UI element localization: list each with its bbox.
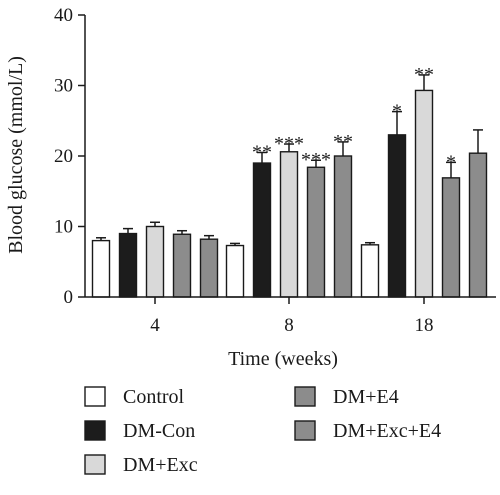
- significance-label: **: [252, 141, 272, 163]
- significance-label: *: [392, 101, 402, 123]
- bar: [441, 177, 461, 298]
- legend: Control DM-Con DM+Exc DM+E4 DM+Exc+E4: [84, 386, 441, 476]
- bar: [414, 89, 434, 298]
- legend-swatch: [294, 420, 316, 441]
- bar: [252, 162, 272, 298]
- bar: [145, 225, 165, 298]
- legend-label: DM+E4: [333, 386, 399, 408]
- y-tick-label: 40: [54, 5, 73, 26]
- y-tick-label: 30: [54, 76, 73, 97]
- legend-label: DM+Exc+E4: [333, 420, 441, 442]
- y-tick-label: 10: [54, 217, 73, 238]
- bar: [306, 166, 326, 298]
- significance-label: ***: [274, 133, 304, 155]
- legend-label: Control: [123, 386, 185, 408]
- bar: [91, 239, 111, 298]
- legend-swatch: [84, 386, 106, 407]
- x-tick-label: 4: [150, 315, 160, 336]
- y-tick-label: 20: [54, 146, 73, 167]
- bar: [118, 232, 138, 298]
- y-axis-title: Blood glucose (mmol/L): [5, 56, 27, 254]
- bar: [333, 155, 353, 298]
- bar: [387, 134, 407, 298]
- significance-label: ***: [301, 149, 331, 171]
- bar: [172, 233, 192, 298]
- bar: [199, 238, 219, 298]
- bar: [279, 151, 299, 298]
- legend-swatch: [84, 454, 106, 475]
- legend-label: DM-Con: [123, 420, 195, 442]
- bar: [225, 244, 245, 298]
- legend-swatch: [84, 420, 106, 441]
- bar: [468, 152, 488, 298]
- significance-label: **: [333, 131, 353, 153]
- axes: 0 10 20 30 40 4 8 18: [54, 5, 496, 336]
- legend-label: DM+Exc: [123, 454, 198, 476]
- x-axis-title: Time (weeks): [228, 348, 338, 370]
- significance-label: **: [414, 64, 434, 86]
- bar: [360, 244, 380, 298]
- y-tick-label: 0: [64, 287, 74, 308]
- significance-label: *: [446, 151, 456, 173]
- legend-swatch: [294, 386, 316, 407]
- x-tick-label: 18: [415, 315, 434, 336]
- plot-area: ** ************: [91, 64, 488, 298]
- x-tick-label: 8: [284, 315, 294, 336]
